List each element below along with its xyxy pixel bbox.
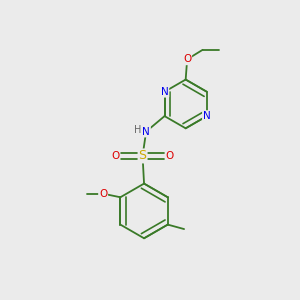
Text: O: O bbox=[111, 151, 119, 161]
Text: N: N bbox=[142, 127, 150, 136]
Text: O: O bbox=[166, 151, 174, 161]
Text: S: S bbox=[139, 149, 147, 162]
Text: N: N bbox=[203, 111, 211, 121]
Text: N: N bbox=[161, 87, 168, 97]
Text: O: O bbox=[183, 54, 191, 64]
Text: O: O bbox=[99, 189, 107, 199]
Text: H: H bbox=[134, 125, 142, 135]
